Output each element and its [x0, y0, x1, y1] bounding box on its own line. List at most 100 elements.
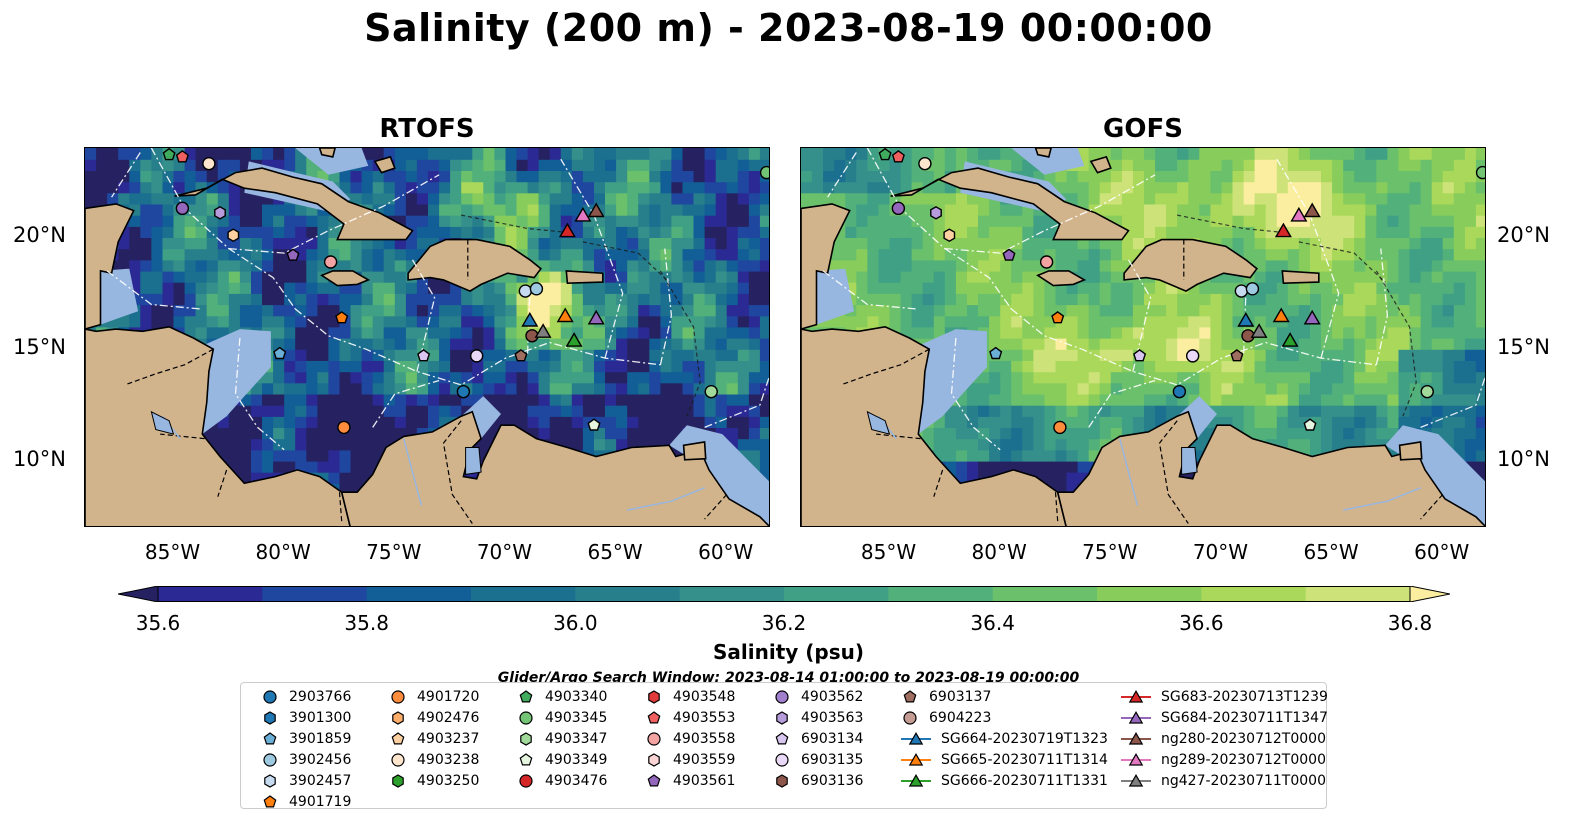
rtofs-platform-marker [587, 309, 605, 325]
legend-label: 4903558 [673, 731, 736, 747]
gofs-bathymetry-contour [1177, 214, 1288, 234]
legend-entry: 3902457 [261, 771, 351, 791]
rtofs-river [402, 438, 423, 506]
gofs-platform-marker [1230, 349, 1244, 362]
legend-label: 4903237 [417, 731, 480, 747]
legend-label: SG666-20230711T1331 [941, 773, 1108, 789]
colorbar-segment [1305, 586, 1411, 602]
gofs-eez-boundary [827, 152, 857, 198]
rtofs-platform-marker [469, 349, 484, 363]
legend-marker-triangle [901, 752, 931, 766]
legend-entry: 4901719 [261, 792, 351, 812]
rtofs-platform-marker [587, 202, 605, 218]
rtofs-platform-marker [514, 349, 528, 362]
colorbar-tick-label: 36.4 [970, 611, 1015, 635]
legend-entry: 4903250 [389, 771, 479, 791]
colorbar-segment [888, 586, 994, 602]
gofs-shelf-area [816, 268, 855, 325]
gofs-panel-title: GOFS [1103, 114, 1183, 144]
legend-entry: 6903137 [901, 687, 991, 707]
legend-label: 4903559 [673, 752, 736, 768]
rtofs-land-south-am [340, 410, 769, 526]
colorbar-tick-label: 36.0 [553, 611, 598, 635]
gofs-eez-boundary [822, 270, 917, 310]
legend-entry: ng427-20230711T0000 [1121, 771, 1326, 791]
legend-label: ng427-20230711T0000 [1161, 773, 1326, 789]
colorbar-min-extension [117, 585, 159, 603]
legend-entry: 4903553 [645, 708, 735, 728]
gofs-land-hispaniola [1123, 238, 1259, 292]
colorbar-tick-label: 35.8 [344, 611, 389, 635]
gofs-bathymetry-contour [1375, 270, 1417, 417]
legend-marker-pentagon [519, 690, 533, 703]
gofs-platform-marker [1245, 282, 1260, 296]
gofs-map[interactable] [800, 147, 1486, 527]
legend-marker-circle [263, 753, 277, 767]
colorbar [117, 585, 1451, 603]
gofs-platform-marker [1002, 248, 1016, 261]
legend-marker-hexagon [392, 711, 404, 725]
rtofs-platform-marker [704, 384, 718, 399]
legend-entry: 4903563 [773, 708, 863, 728]
left-lat-tick-label: 15°N [13, 335, 66, 360]
legend-entry: 4902476 [389, 708, 479, 728]
legend-entry: SG684-20230711T1347 [1121, 708, 1328, 728]
rtofs-platform-marker [202, 156, 216, 171]
legend-entry: 3901859 [261, 729, 351, 749]
colorbar-tick-label: 36.8 [1387, 611, 1433, 635]
rtofs-platform-marker [574, 206, 592, 222]
gofs-land-trinidad [1398, 440, 1423, 461]
legend-label: 4903548 [673, 689, 736, 705]
rtofs-lon-tick-label: 80°W [255, 540, 311, 564]
gofs-bathymetry-contour [1298, 241, 1386, 283]
gofs-platform-marker [878, 148, 892, 161]
colorbar-label: Salinity (psu) [712, 640, 864, 664]
right-lat-tick-label: 10°N [1497, 446, 1550, 471]
legend-marker-pentagon [263, 795, 277, 808]
legend-label: 4903563 [801, 710, 864, 726]
gofs-platform-marker [1303, 309, 1321, 325]
legend-entry: 4903347 [517, 729, 607, 749]
rtofs-lon-tick-label: 70°W [476, 540, 533, 564]
legend-marker-circle [391, 690, 405, 704]
legend-marker-pentagon [647, 711, 661, 724]
rtofs-country-border [124, 348, 214, 386]
legend-marker-circle [775, 753, 789, 767]
gofs-platform-marker [1290, 206, 1308, 222]
gofs-lon-tick-label: 75°W [1082, 540, 1138, 564]
gofs-eez-boundary [950, 337, 1001, 451]
rtofs-land-puerto-rico [565, 270, 604, 285]
legend-label: 6903136 [801, 773, 864, 789]
legend-label: 4901719 [289, 794, 352, 810]
rtofs-platform-marker [214, 205, 226, 220]
legend-entry: 4903345 [517, 708, 607, 728]
legend-entry: 4903548 [645, 687, 735, 707]
rtofs-lon-tick-label: 85°W [144, 540, 201, 564]
gofs-platform-marker [1420, 384, 1434, 399]
legend-label: 4903562 [801, 689, 864, 705]
gofs-eez-boundary [1010, 308, 1377, 386]
rtofs-shelf-area [461, 396, 501, 439]
legend-entry: SG683-20230713T1239 [1121, 687, 1328, 707]
rtofs-platform-marker [323, 255, 338, 269]
rtofs-land-jamaica [320, 270, 371, 287]
rtofs-platform-marker [286, 248, 300, 261]
legend-marker-hexagon [648, 753, 660, 767]
rtofs-bathymetry-contour [659, 270, 701, 417]
rtofs-platform-marker [565, 332, 583, 347]
colorbar-segment [262, 586, 368, 602]
legend-label: 6903135 [801, 752, 864, 768]
rtofs-platform-marker [273, 346, 287, 360]
gofs-lon-tick-label: 80°W [971, 540, 1027, 564]
gofs-eez-boundary [1375, 248, 1389, 365]
rtofs-platform-marker [558, 222, 576, 238]
legend-label: 3902457 [289, 773, 352, 789]
rtofs-map[interactable] [84, 147, 770, 527]
legend-entry: SG664-20230719T1323 [901, 729, 1108, 749]
rtofs-lake-maracaibo [465, 447, 482, 475]
gofs-platform-marker [1051, 311, 1065, 324]
gofs-platform-marker [1234, 284, 1249, 298]
gofs-lon-tick-label: 65°W [1303, 540, 1359, 564]
rtofs-country-border [704, 494, 728, 520]
colorbar-segment [575, 586, 681, 602]
